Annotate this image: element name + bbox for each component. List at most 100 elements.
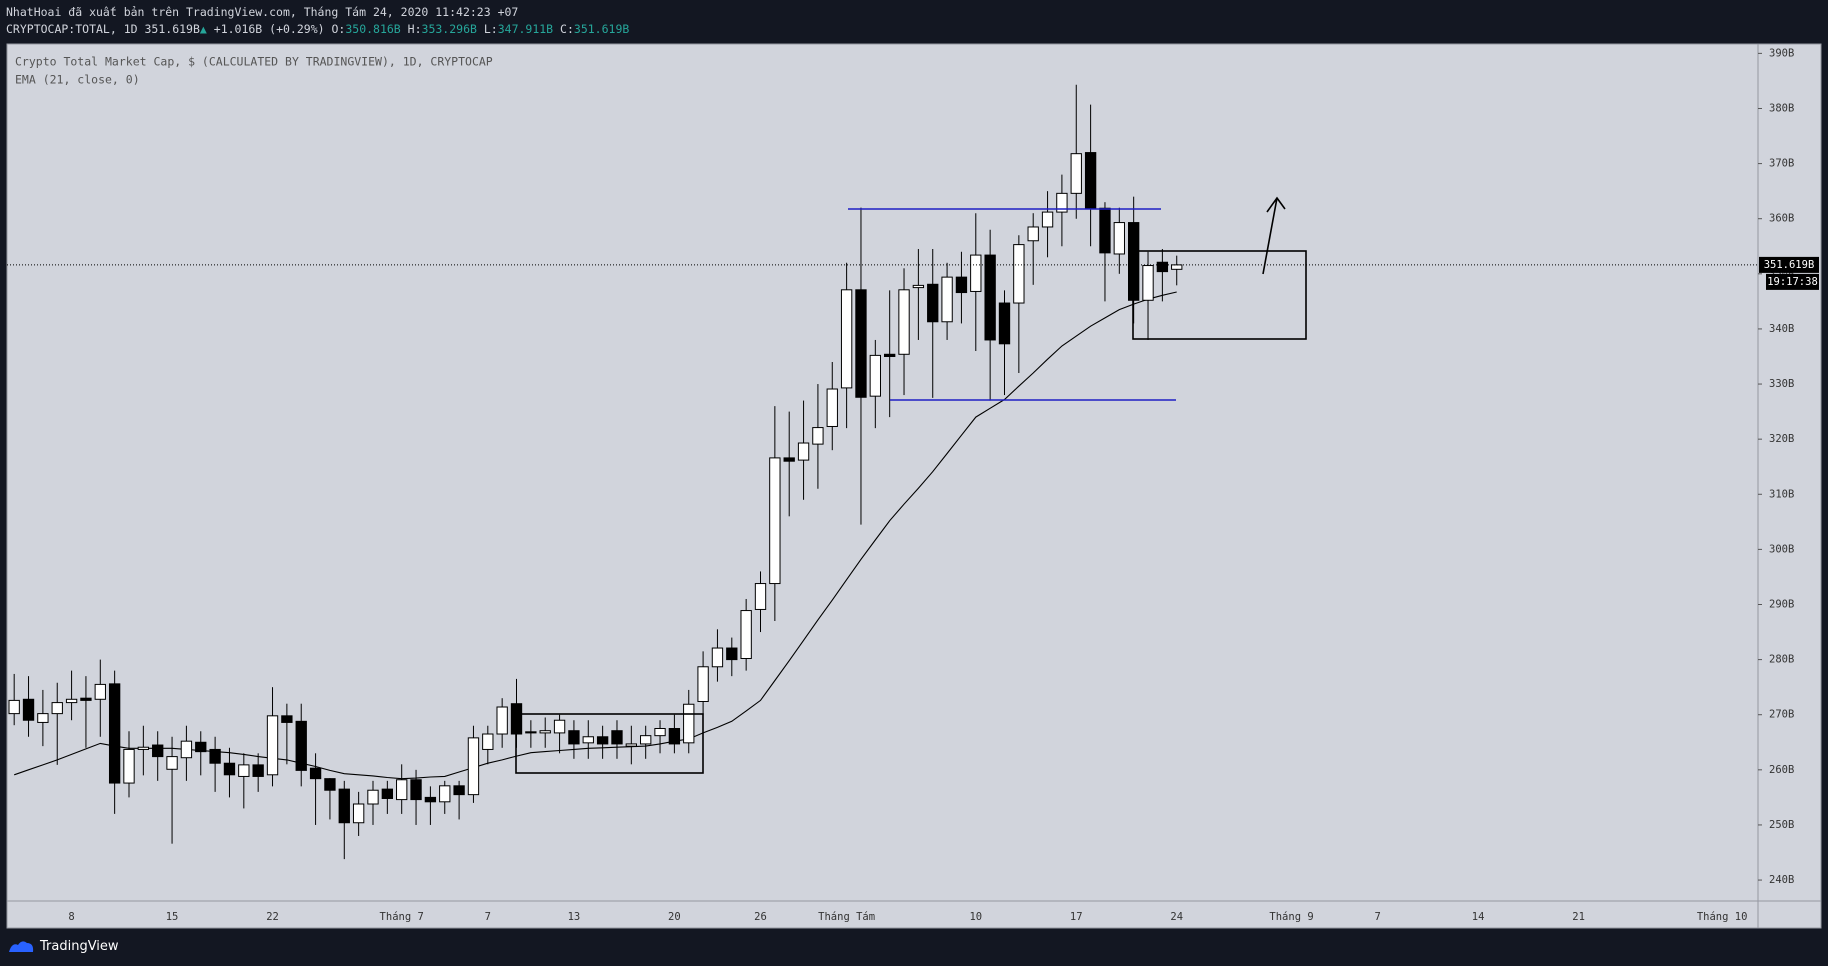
footer: TradingView	[8, 938, 119, 954]
candle-body	[869, 354, 881, 397]
candle-body	[1113, 222, 1125, 255]
candle-body	[797, 442, 810, 461]
header: NhatHoai đã xuất bản trên TradingView.co…	[6, 4, 629, 38]
candle-body	[324, 778, 336, 791]
candle-body	[668, 727, 681, 745]
last-price-label: 351.619B	[1764, 259, 1815, 271]
candle-body	[352, 803, 365, 824]
y-tick-label: 330B	[1769, 378, 1794, 390]
last-price-box	[1759, 256, 1819, 273]
candle-body	[826, 388, 838, 427]
candle-body	[381, 788, 394, 799]
candle-body	[22, 698, 35, 721]
candle-body	[252, 764, 264, 777]
y-tick-label: 320B	[1769, 433, 1794, 445]
candle-body	[812, 427, 824, 445]
candle-body	[898, 289, 910, 355]
countdown-label: 19:17:38	[1767, 276, 1818, 288]
candle-body	[238, 764, 250, 777]
candle-body	[855, 289, 867, 398]
candle-body	[123, 748, 135, 784]
x-tick-label: 17	[1070, 911, 1083, 923]
candle-body	[539, 730, 551, 734]
y-tick-label: 380B	[1769, 102, 1794, 114]
y-tick-label: 290B	[1769, 598, 1794, 610]
x-tick-label: Tháng 9	[1269, 911, 1313, 923]
candle-body	[740, 610, 752, 660]
change: +1.016B (+0.29%)	[213, 22, 325, 36]
candle-body	[295, 720, 307, 771]
candle-body	[683, 703, 695, 744]
x-tick-label: 14	[1472, 911, 1485, 923]
candle-body	[711, 647, 724, 668]
candle-body	[1041, 211, 1054, 228]
target-box	[1132, 250, 1307, 340]
candle-body	[640, 735, 652, 745]
ema-line	[14, 291, 1177, 780]
chart-panel	[6, 43, 1822, 929]
candle-body	[769, 457, 781, 585]
x-tick-label: 13	[568, 911, 581, 923]
y-tick-label: 240B	[1769, 874, 1794, 886]
candle-body	[1142, 265, 1154, 301]
candle-body	[611, 730, 623, 745]
candle-body	[496, 706, 508, 735]
candle-body	[840, 289, 853, 389]
candle-body	[37, 713, 49, 723]
candle-body	[137, 746, 150, 750]
symbol: CRYPTOCAP:TOTAL, 1D	[6, 22, 138, 36]
candle-body	[396, 779, 408, 801]
candle-body	[1027, 226, 1039, 242]
candle-body	[439, 785, 451, 803]
symbol-line: CRYPTOCAP:TOTAL, 1D 351.619B ▲ +1.016B (+…	[6, 21, 629, 38]
brand: TradingView	[40, 938, 119, 954]
range-box	[515, 713, 704, 774]
y-tick-label: 250B	[1769, 819, 1794, 831]
candle-body	[553, 719, 566, 734]
candle-body	[8, 699, 20, 715]
candle-body	[223, 762, 236, 776]
candle-body	[984, 254, 996, 341]
candle-body	[1099, 207, 1111, 254]
candle-body	[51, 702, 63, 715]
chart-title: Crypto Total Market Cap, $ (CALCULATED B…	[15, 55, 493, 69]
candle-body	[998, 302, 1011, 345]
candle-body	[912, 284, 925, 289]
y-tick-label: 340B	[1769, 323, 1794, 335]
up-arrow: ▲	[199, 22, 207, 36]
y-tick-label: 360B	[1769, 213, 1794, 225]
x-tick-label: 26	[754, 911, 767, 923]
candle-body	[195, 741, 207, 753]
candle-body	[582, 736, 594, 744]
y-tick-label: 270B	[1769, 709, 1794, 721]
y-tick-label: 300B	[1769, 543, 1794, 555]
candle-body	[726, 647, 738, 661]
y-tick-label: 260B	[1769, 764, 1794, 776]
candle-body	[65, 698, 78, 704]
ohlc-value: 351.619B	[573, 22, 630, 36]
candle-body	[467, 737, 480, 796]
candle-body	[309, 767, 322, 780]
y-tick-label: 390B	[1769, 47, 1794, 59]
ohlc-value: 353.296B	[421, 22, 477, 36]
candle-body	[152, 744, 164, 758]
ohlc-label: H:	[407, 22, 422, 36]
y-tick-label: 280B	[1769, 654, 1794, 666]
candle-body	[1013, 244, 1025, 304]
candle-body	[955, 276, 968, 294]
x-tick-label: Tháng 7	[380, 911, 424, 923]
x-tick-label: 21	[1572, 911, 1585, 923]
ohlc-label: C:	[560, 22, 574, 36]
candle-body	[525, 731, 537, 734]
candle-body	[266, 715, 279, 776]
candle-body	[108, 683, 121, 784]
candle-body	[927, 283, 939, 323]
x-tick-label: 10	[969, 911, 982, 923]
candle-body	[482, 733, 494, 750]
x-tick-label: Tháng Tám	[818, 911, 875, 923]
x-tick-label: Tháng 10	[1697, 911, 1748, 923]
x-tick-label: 15	[166, 911, 179, 923]
candle-body	[970, 254, 982, 292]
countdown-box	[1766, 273, 1819, 290]
